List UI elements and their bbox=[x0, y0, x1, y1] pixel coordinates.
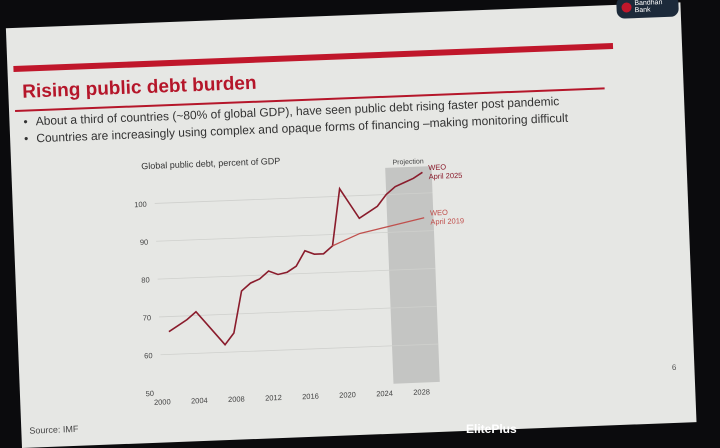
y-tick-label: 100 bbox=[134, 200, 147, 209]
x-tick-label: 2012 bbox=[265, 393, 282, 403]
footer-brand: ElitePlus bbox=[466, 422, 517, 436]
x-tick-label: 2000 bbox=[154, 397, 171, 407]
y-tick-label: 60 bbox=[144, 351, 153, 360]
x-tick-label: 2024 bbox=[376, 389, 393, 399]
y-tick-label: 90 bbox=[140, 238, 149, 247]
series-label: WEO bbox=[428, 162, 446, 172]
gridline bbox=[159, 305, 437, 318]
series-label: April 2025 bbox=[428, 171, 462, 181]
source-note: Source: IMF bbox=[29, 423, 79, 436]
gridline bbox=[157, 268, 436, 280]
x-tick-label: 2016 bbox=[302, 392, 319, 402]
page-number: 6 bbox=[671, 362, 677, 372]
x-tick-label: 2004 bbox=[191, 396, 208, 406]
gridline bbox=[160, 343, 439, 356]
series-label: April 2019 bbox=[430, 216, 464, 226]
projection-band bbox=[385, 166, 440, 384]
x-tick-label: 2028 bbox=[413, 387, 430, 397]
y-tick-label: 50 bbox=[145, 389, 154, 398]
presentation-slide: Bandhan Bank Rising public debt burden A… bbox=[5, 0, 697, 448]
series-line-weo-2019 bbox=[332, 217, 425, 247]
chart-title: Global public debt, percent of GDP bbox=[141, 156, 280, 171]
series-line-weo-2025 bbox=[168, 171, 423, 346]
gridline bbox=[156, 230, 434, 242]
x-tick-label: 2020 bbox=[339, 390, 356, 400]
projection-label: Projection bbox=[392, 158, 423, 166]
series-label: WEO bbox=[430, 208, 448, 218]
y-tick-label: 70 bbox=[143, 313, 152, 322]
debt-chart: Global public debt, percent of GDP Projec… bbox=[134, 156, 464, 407]
x-tick-label: 2008 bbox=[228, 394, 245, 404]
y-tick-label: 80 bbox=[141, 275, 150, 284]
